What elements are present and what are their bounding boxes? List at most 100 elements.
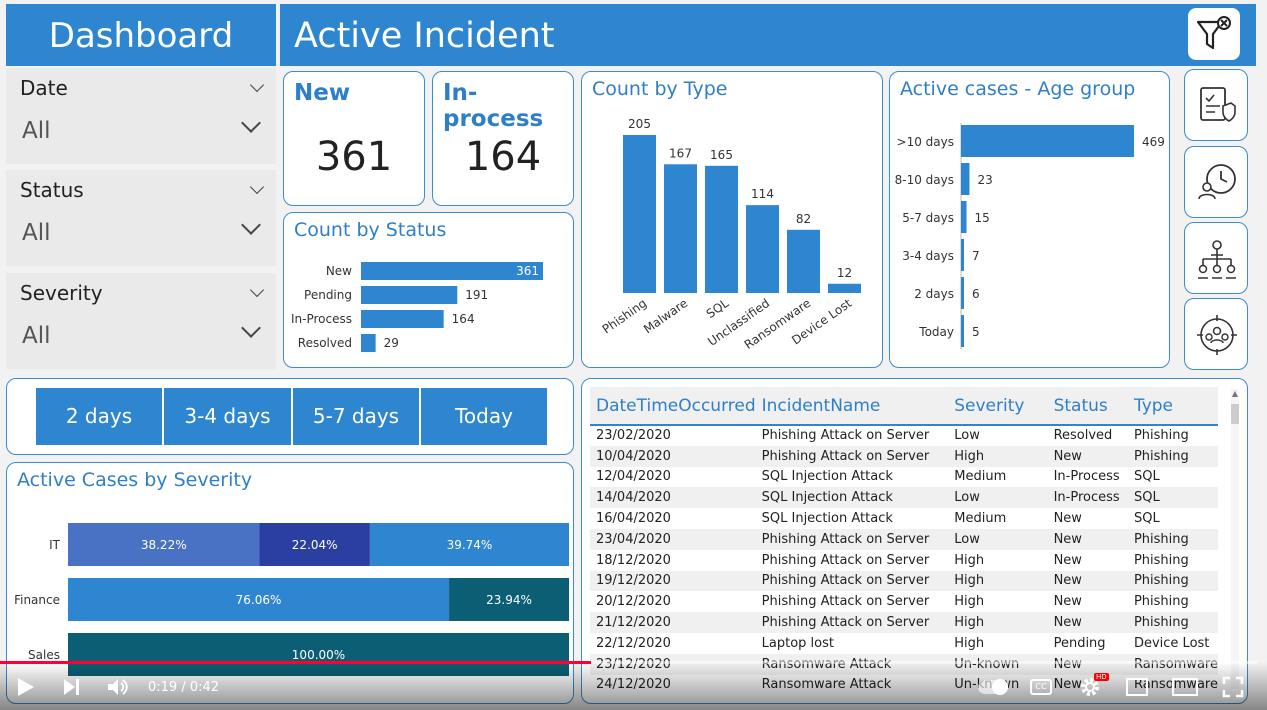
bar-segment — [68, 523, 260, 566]
bar — [664, 164, 697, 293]
checklist-shield-icon — [1200, 87, 1236, 122]
volume-button[interactable] — [106, 676, 130, 702]
data-label: 361 — [516, 264, 539, 278]
table-row[interactable]: 18/12/2020 Phishing Attack on Server High N… — [590, 550, 1218, 571]
table-cell: New — [1053, 552, 1082, 568]
table-cell: Ransomware Attack — [755, 653, 949, 675]
table-cell: New — [1047, 445, 1128, 467]
table-scrollbar[interactable]: ▲ — [1231, 389, 1239, 689]
data-label: 205 — [628, 117, 651, 131]
table-cell: Phishing Attack on Server — [755, 570, 949, 592]
table-cell: High — [948, 570, 1048, 592]
table-cell: 14/04/2020 — [590, 487, 756, 509]
table-row[interactable]: 24/12/2020Ransomware AttackUn-knownNewRa… — [590, 675, 1218, 696]
scrollbar-up-arrow[interactable]: ▲ — [1231, 389, 1239, 398]
category-label: SQL — [704, 296, 732, 321]
slicer-value[interactable]: All — [22, 118, 51, 144]
play-button[interactable] — [14, 676, 36, 702]
incident-table-panel: DateTimeOccurred IncidentName Severity Stat… — [581, 378, 1248, 704]
table-row[interactable]: 21/12/2020 Phishing Attack on Server High N… — [590, 612, 1218, 633]
table-row[interactable]: 12/04/2020 SQL Injection Attack Medium In-P… — [590, 467, 1218, 488]
table-cell: Device Lost — [1133, 635, 1210, 651]
bar — [961, 125, 1134, 157]
side-button-org[interactable] — [1184, 222, 1248, 294]
theater-button[interactable] — [1172, 678, 1198, 696]
table-cell: Phishing Attack on Server — [755, 445, 949, 467]
slicer-label: Severity — [20, 281, 103, 305]
table-row[interactable]: 10/04/2020 Phishing Attack on Server High N… — [590, 445, 1218, 467]
chevron-down-icon[interactable] — [241, 215, 261, 235]
table-cell: Ransomware — [1127, 653, 1218, 675]
side-button-team[interactable] — [1184, 298, 1248, 370]
scrollbar-thumb[interactable] — [1231, 404, 1239, 424]
side-button-checklist[interactable] — [1184, 69, 1248, 141]
table-cell: 23/12/2020 — [590, 653, 756, 675]
miniplayer-button[interactable] — [1126, 678, 1148, 696]
table-row[interactable]: 14/04/2020 SQL Injection Attack Low In-Proc… — [590, 487, 1218, 509]
table-cell: Resolved — [1053, 428, 1113, 444]
kpi-value: 164 — [464, 134, 542, 180]
category-label: Phishing — [600, 296, 649, 336]
clear-filter-button[interactable] — [1188, 8, 1240, 60]
table-cell: Low — [948, 528, 1048, 550]
autoplay-toggle[interactable] — [978, 679, 1008, 695]
bar — [361, 286, 458, 304]
slicer-value[interactable]: All — [22, 323, 51, 349]
column-header[interactable]: DateTimeOccurred — [590, 387, 756, 426]
fullscreen-button[interactable] — [1222, 676, 1244, 702]
table-row[interactable]: 20/12/2020 Phishing Attack on Server High N… — [590, 591, 1218, 612]
table-cell: Phishing — [1133, 594, 1189, 610]
slicer-value[interactable]: All — [22, 220, 51, 246]
data-label: 5 — [972, 325, 980, 339]
next-icon — [64, 679, 79, 695]
chevron-down-icon[interactable] — [241, 318, 261, 338]
table-row[interactable]: 16/04/2020 SQL Injection Attack Medium New S… — [590, 508, 1218, 529]
column-header[interactable]: Status — [1047, 387, 1128, 426]
table-cell: SQL Injection Attack — [761, 469, 893, 485]
chevron-down-icon[interactable] — [249, 77, 265, 93]
table-cell: 20/12/2020 — [596, 594, 671, 610]
settings-button[interactable]: HD — [1078, 673, 1109, 703]
chevron-down-icon[interactable] — [241, 113, 261, 133]
chevron-down-icon[interactable] — [249, 179, 265, 195]
dashboard-header: Dashboard — [6, 4, 276, 66]
captions-button[interactable]: CC — [1030, 679, 1052, 695]
table-cell: New — [1047, 570, 1128, 592]
column-header[interactable]: Type — [1127, 387, 1218, 426]
data-label: 164 — [452, 312, 475, 326]
data-label: 22.04% — [292, 538, 338, 552]
column-header[interactable]: Severity — [948, 387, 1048, 426]
table-cell: High — [948, 612, 1048, 633]
severity-slicer[interactable]: Severity All — [6, 273, 276, 369]
bar-segment — [259, 523, 370, 566]
table-row[interactable]: 23/04/2020 Phishing Attack on Server Low Ne… — [590, 528, 1218, 550]
table-cell: New — [1047, 653, 1128, 675]
day-button-3-4-days[interactable]: 3-4 days — [164, 388, 291, 445]
chevron-down-icon[interactable] — [249, 282, 265, 298]
data-label: 114 — [751, 187, 774, 201]
side-button-clock[interactable] — [1184, 146, 1248, 218]
gear-icon — [1081, 678, 1099, 696]
data-label: 12 — [837, 266, 852, 280]
day-button-2-days[interactable]: 2 days — [36, 388, 162, 445]
day-button-5-7-days[interactable]: 5-7 days — [293, 388, 419, 445]
data-label: 38.22% — [141, 538, 187, 552]
category-label: Today — [918, 325, 954, 339]
video-progress-track[interactable] — [0, 661, 1257, 664]
table-row[interactable]: 23/12/2020Ransomware AttackUn-knownNewRa… — [590, 653, 1218, 675]
type-chart-panel: Count by Type 205 Phishing 167 Malware 165 SQ… — [581, 71, 883, 368]
data-label: 29 — [384, 336, 399, 350]
table-cell: Ransomware Attack — [756, 675, 949, 696]
kpi-value: 361 — [315, 134, 393, 180]
column-header[interactable]: IncidentName — [755, 387, 949, 426]
date-slicer[interactable]: Date All — [6, 68, 276, 164]
status-slicer[interactable]: Status All — [6, 170, 276, 266]
table-row[interactable]: 23/02/2020 Phishing Attack on Server Low Re… — [590, 425, 1218, 446]
table-row[interactable]: 19/12/2020 Phishing Attack on Server High N… — [590, 570, 1218, 592]
data-label: 100.00% — [292, 648, 345, 662]
table-row[interactable]: 22/12/2020 Laptop lost High Pending Device L… — [590, 633, 1218, 654]
day-button-today[interactable]: Today — [421, 388, 547, 445]
table-cell: New — [1048, 675, 1128, 696]
table-cell: SQL — [1127, 487, 1218, 509]
next-button[interactable] — [60, 676, 82, 702]
